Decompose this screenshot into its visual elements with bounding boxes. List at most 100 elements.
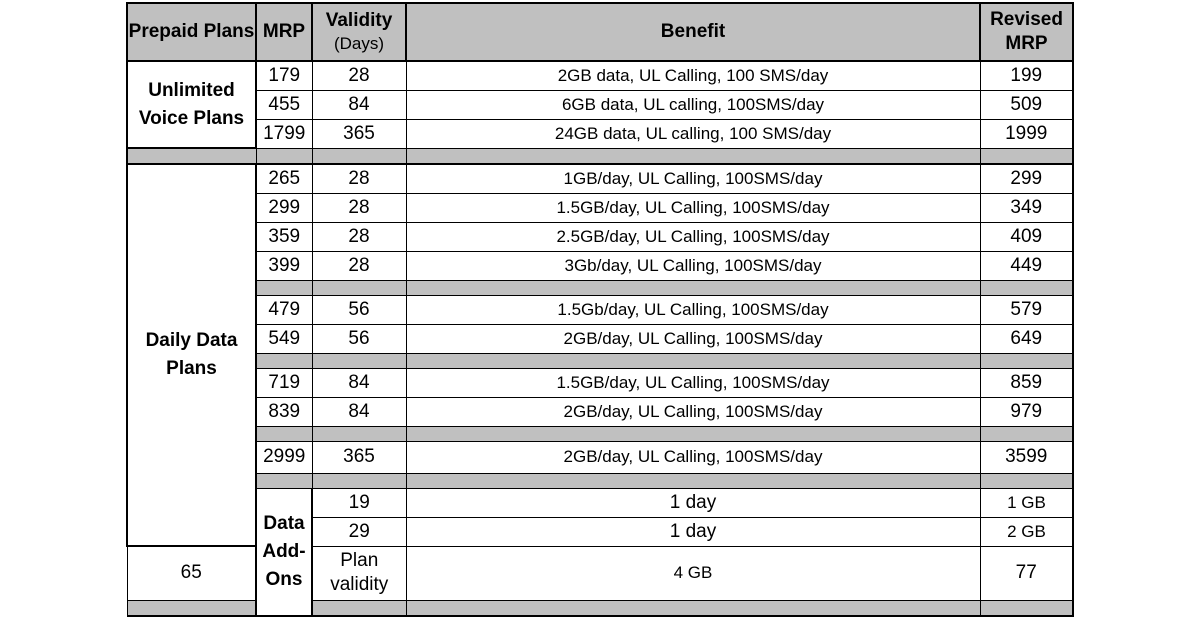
- separator-cell: [255, 147, 313, 165]
- separator-row: [126, 599, 1074, 617]
- mrp-cell: 1799: [255, 118, 313, 149]
- mrp-cell: 29: [311, 516, 407, 547]
- benefit-cell: 4 GB: [405, 545, 981, 601]
- separator-cell: [405, 147, 981, 165]
- mrp-cell: 839: [255, 396, 313, 427]
- table-row: 455 84 6GB data, UL calling, 100SMS/day …: [127, 89, 1074, 120]
- separator-cell: [126, 599, 257, 617]
- benefit-cell: 1.5GB/day, UL Calling, 100SMS/day: [405, 192, 981, 223]
- mrp-cell: 179: [255, 60, 313, 91]
- header-row: Prepaid Plans MRP Validity (Days) Benefit…: [126, 2, 1074, 62]
- mrp-cell: 299: [255, 192, 313, 223]
- table-row: 359 28 2.5GB/day, UL Calling, 100SMS/day…: [127, 221, 1074, 252]
- mrp-cell: 2999: [255, 440, 313, 474]
- group-label-unlimited: Unlimited Voice Plans: [126, 60, 257, 149]
- revised-mrp-cell: 979: [979, 396, 1074, 427]
- table-row: 29 1 day 2 GB 33: [127, 516, 1074, 547]
- benefit-cell: 1.5Gb/day, UL Calling, 100SMS/day: [405, 294, 981, 325]
- separator-cell: [979, 147, 1074, 165]
- table-row: 399 28 3Gb/day, UL Calling, 100SMS/day 4…: [127, 250, 1074, 281]
- header-benefit: Benefit: [405, 2, 981, 62]
- revised-mrp-cell: 449: [979, 250, 1074, 281]
- table-row: Unlimited Voice Plans 179 28 2GB data, U…: [126, 60, 1074, 149]
- validity-cell: 84: [311, 367, 407, 398]
- revised-mrp-cell: 649: [979, 323, 1074, 354]
- mrp-cell: 19: [311, 487, 407, 518]
- group-label-addons: Data Add-Ons: [255, 487, 313, 617]
- validity-cell: 56: [311, 294, 407, 325]
- separator-cell: [311, 472, 407, 489]
- benefit-cell: 24GB data, UL calling, 100 SMS/day: [405, 118, 981, 149]
- separator-cell: [979, 472, 1074, 489]
- table-row: Data Add-Ons 19 1 day 1 GB 22: [127, 487, 1074, 617]
- mrp-cell: 719: [255, 367, 313, 398]
- separator-cell: [126, 147, 257, 165]
- prepaid-plans-table: Prepaid Plans MRP Validity (Days) Benefit…: [126, 2, 1074, 617]
- header-validity-label: Validity: [325, 10, 393, 31]
- table-row: Daily Data Plans 265 28 1GB/day, UL Call…: [126, 163, 1074, 547]
- separator-cell: [311, 599, 407, 617]
- separator-cell: [405, 425, 981, 442]
- benefit-cell: 1GB/day, UL Calling, 100SMS/day: [405, 163, 981, 194]
- validity-cell: 28: [311, 250, 407, 281]
- separator-cell: [311, 279, 407, 296]
- mrp-cell: 455: [255, 89, 313, 120]
- separator-cell: [255, 425, 313, 442]
- table-row: 299 28 1.5GB/day, UL Calling, 100SMS/day…: [127, 192, 1074, 223]
- separator-row: [127, 352, 1074, 369]
- validity-cell: 365: [311, 118, 407, 149]
- validity-cell: 84: [311, 89, 407, 120]
- benefit-cell: 2GB/day, UL Calling, 100SMS/day: [405, 396, 981, 427]
- table-row: 839 84 2GB/day, UL Calling, 100SMS/day 9…: [127, 396, 1074, 427]
- header-plans: Prepaid Plans: [126, 2, 257, 62]
- validity-cell: 1 day: [405, 487, 981, 518]
- separator-cell: [255, 472, 313, 489]
- separator-row: [127, 425, 1074, 442]
- header-mrp: MRP: [255, 2, 313, 62]
- separator-cell: [979, 279, 1074, 296]
- revised-mrp-cell: 199: [979, 60, 1074, 91]
- table-row: 2999 365 2GB/day, UL Calling, 100SMS/day…: [127, 440, 1074, 474]
- revised-mrp-cell: 77: [979, 545, 1074, 601]
- table-row: 1799 365 24GB data, UL calling, 100 SMS/…: [127, 118, 1074, 149]
- separator-cell: [405, 279, 981, 296]
- separator-cell: [979, 425, 1074, 442]
- table-row: 479 56 1.5Gb/day, UL Calling, 100SMS/day…: [127, 294, 1074, 325]
- separator-cell: [255, 352, 313, 369]
- benefit-cell: 2GB data, UL Calling, 100 SMS/day: [405, 60, 981, 91]
- revised-mrp-cell: 299: [979, 163, 1074, 194]
- validity-cell: 56: [311, 323, 407, 354]
- separator-cell: [405, 472, 981, 489]
- header-revised-mrp: Revised MRP: [979, 2, 1074, 62]
- group-label-daily: Daily Data Plans: [126, 163, 257, 547]
- separator-cell: [979, 599, 1074, 617]
- mrp-cell: 399: [255, 250, 313, 281]
- validity-cell: 28: [311, 60, 407, 91]
- benefit-cell: 2 GB: [979, 516, 1074, 547]
- revised-mrp-cell: 859: [979, 367, 1074, 398]
- separator-cell: [405, 599, 981, 617]
- table-row: 65 Plan validity 4 GB 77: [126, 545, 1074, 601]
- table-row: 549 56 2GB/day, UL Calling, 100SMS/day 6…: [127, 323, 1074, 354]
- benefit-cell: 2GB/day, UL Calling, 100SMS/day: [405, 440, 981, 474]
- revised-mrp-cell: 579: [979, 294, 1074, 325]
- validity-cell: 28: [311, 221, 407, 252]
- validity-cell: 28: [311, 192, 407, 223]
- separator-row: [127, 472, 1074, 489]
- revised-mrp-cell: 3599: [979, 440, 1074, 474]
- separator-cell: [255, 279, 313, 296]
- benefit-cell: 1 GB: [979, 487, 1074, 518]
- header-validity: Validity (Days): [311, 2, 407, 62]
- mrp-cell: 359: [255, 221, 313, 252]
- validity-cell: 28: [311, 163, 407, 194]
- table-row: 719 84 1.5GB/day, UL Calling, 100SMS/day…: [127, 367, 1074, 398]
- revised-mrp-cell: 349: [979, 192, 1074, 223]
- header-validity-unit: (Days): [333, 34, 385, 53]
- separator-row: [126, 147, 1074, 165]
- revised-mrp-cell: 1999: [979, 118, 1074, 149]
- mrp-cell: 265: [255, 163, 313, 194]
- separator-cell: [979, 352, 1074, 369]
- mrp-cell: 549: [255, 323, 313, 354]
- benefit-cell: 2GB/day, UL Calling, 100SMS/day: [405, 323, 981, 354]
- revised-mrp-cell: 409: [979, 221, 1074, 252]
